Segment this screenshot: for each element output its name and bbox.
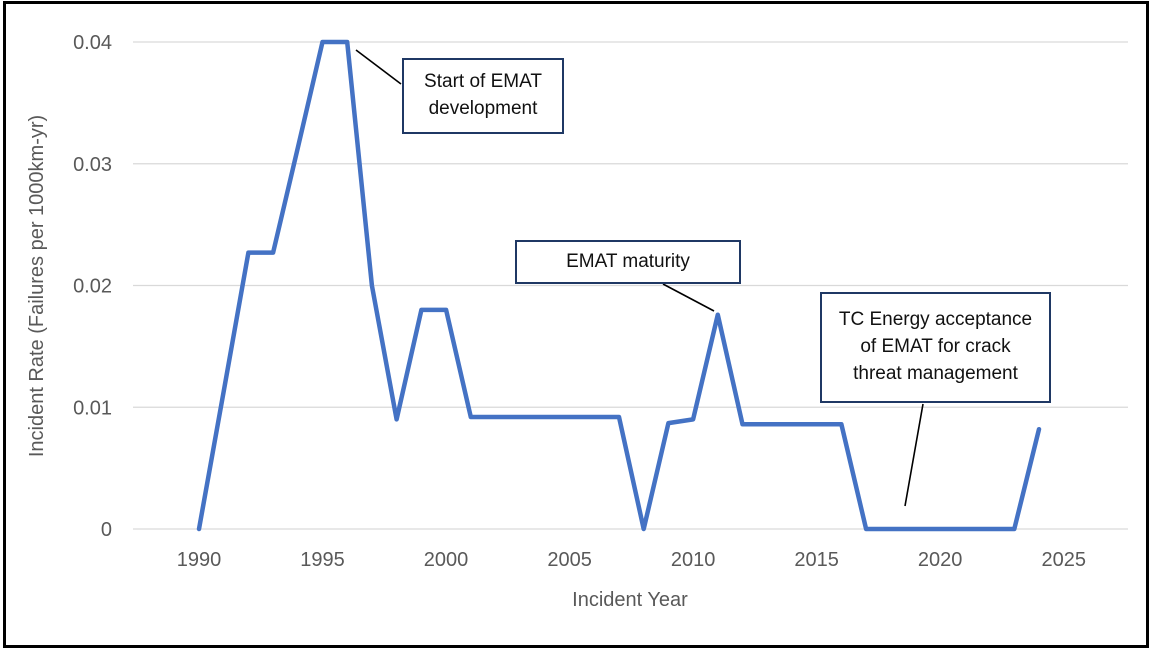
annotation-text: TC Energy acceptance of EMAT for crack t… (838, 309, 1033, 384)
series-group (196, 39, 1042, 532)
x-tick-label: 1990 (177, 549, 222, 571)
x-tick-label: 2020 (918, 549, 963, 571)
annotation-box-tc-energy: TC Energy acceptance of EMAT for crack t… (820, 292, 1051, 403)
x-tick-label: 2000 (424, 549, 469, 571)
annotation-text: EMAT maturity (566, 250, 690, 272)
series-line (196, 39, 1042, 532)
y-tick-label: 0.04 (73, 32, 112, 54)
x-tick-label: 1995 (300, 549, 345, 571)
leader-lines-group (355, 49, 924, 507)
gridlines-group (133, 41, 1128, 530)
y-tick-label: 0 (101, 519, 112, 541)
leader-line (662, 283, 715, 312)
annotation-text: Start of EMAT development (424, 71, 542, 119)
x-tick-label: 2010 (671, 549, 716, 571)
x-tick-label: 2025 (1041, 549, 1086, 571)
y-tick-label: 0.02 (73, 276, 112, 298)
y-axis-title: Incident Rate (Failures per 1000km-yr) (26, 115, 48, 457)
annotation-box-start-of-emat: Start of EMAT development (402, 58, 564, 134)
y-tick-label: 0.01 (73, 397, 112, 419)
x-tick-label: 2005 (547, 549, 592, 571)
y-tick-label: 0.03 (73, 154, 112, 176)
x-tick-label: 2015 (794, 549, 839, 571)
leader-line (355, 49, 402, 85)
tick-labels-group: 0 0.01 0.02 0.03 0.04 1990 1995 2000 2005 2010 201… (73, 32, 1086, 571)
annotation-box-emat-maturity: EMAT maturity (515, 240, 741, 284)
x-axis-title: Incident Year (572, 589, 688, 611)
leader-line (904, 403, 924, 507)
